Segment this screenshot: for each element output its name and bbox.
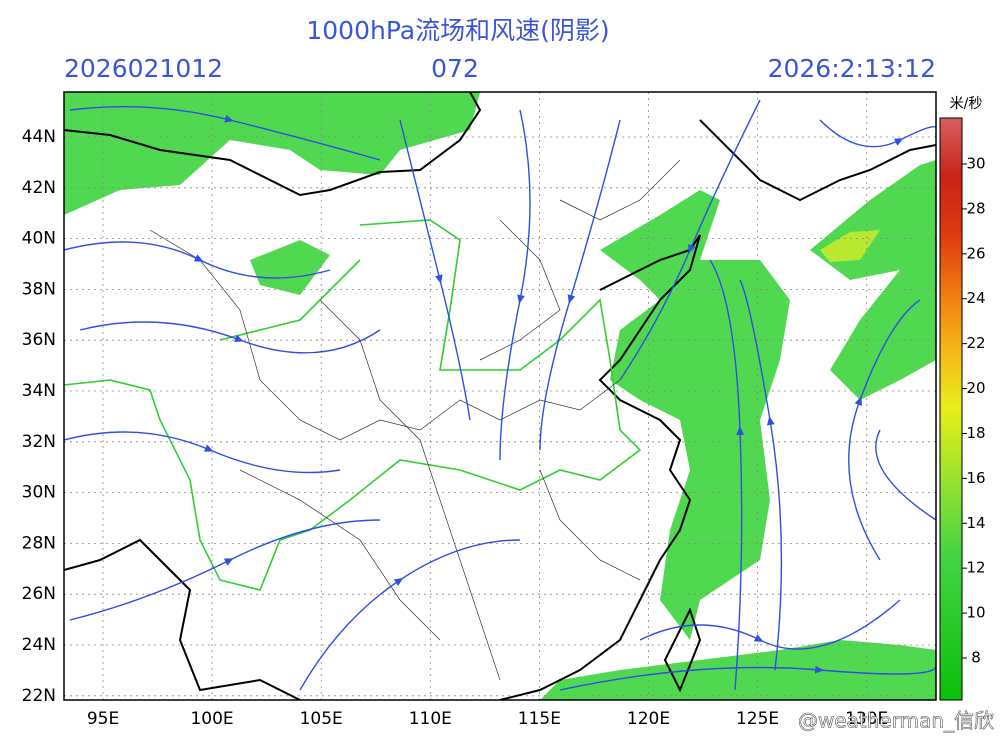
lat-label: 28N <box>22 533 56 553</box>
colorbar-label: 8 <box>971 649 981 667</box>
lon-label: 100E <box>190 709 233 729</box>
lat-label: 44N <box>22 127 56 147</box>
title: 1000hPa流场和风速(阴影) <box>306 16 609 45</box>
forecast-hour: 072 <box>431 54 479 83</box>
colorbar-label: 26 <box>966 244 985 262</box>
colorbar-label: 24 <box>966 289 985 307</box>
lon-label: 125E <box>736 709 779 729</box>
lon-labels: 95E 100E 105E 110E 115E 120E 125E 130E <box>87 709 888 729</box>
colorbar-label: 18 <box>966 424 985 442</box>
colorbar-unit: 米/秒 <box>950 96 983 112</box>
boundaries <box>64 92 936 700</box>
map-frame <box>63 91 937 701</box>
colorbar-label: 20 <box>966 379 985 397</box>
lat-label: 38N <box>22 279 56 299</box>
colorbar-label: 14 <box>966 514 985 532</box>
colorbar-label: 10 <box>966 604 985 622</box>
lat-label: 22N <box>22 686 56 706</box>
lon-label: 105E <box>300 709 343 729</box>
colorbar-label: 22 <box>966 334 985 352</box>
colorbar-label: 28 <box>966 199 985 217</box>
map-layers <box>64 92 936 700</box>
colorbar-label: 12 <box>966 559 985 577</box>
lon-label: 120E <box>627 709 670 729</box>
colorbar <box>939 117 963 701</box>
strong-wind <box>820 230 880 262</box>
streamlines <box>64 99 936 691</box>
colorbar-label: 16 <box>966 469 985 487</box>
lat-label: 30N <box>22 483 56 503</box>
init-time: 2026021012 <box>64 54 223 83</box>
lat-label: 42N <box>22 178 56 198</box>
lon-label: 110E <box>409 709 452 729</box>
map-background <box>64 92 936 700</box>
lat-label: 40N <box>22 229 56 249</box>
colorbar-ticks: 8 10 12 14 16 18 20 22 24 26 28 30 <box>962 155 986 667</box>
lon-label: 115E <box>518 709 561 729</box>
lat-label: 26N <box>22 584 56 604</box>
lat-labels: 44N 42N 40N 38N 36N 34N 32N 30N 28N 26N 24N 22N <box>22 127 56 706</box>
valid-time: 2026:2:13:12 <box>768 54 936 83</box>
lat-label: 34N <box>22 381 56 401</box>
colorbar-label: 30 <box>966 155 985 173</box>
lon-label: 130E <box>845 709 888 729</box>
lat-label: 32N <box>22 432 56 452</box>
map-grid <box>64 92 936 700</box>
lon-label: 95E <box>87 709 119 729</box>
lat-label: 36N <box>22 330 56 350</box>
lat-label: 24N <box>22 635 56 655</box>
watermark: @weatherman_信欣 <box>798 709 994 733</box>
